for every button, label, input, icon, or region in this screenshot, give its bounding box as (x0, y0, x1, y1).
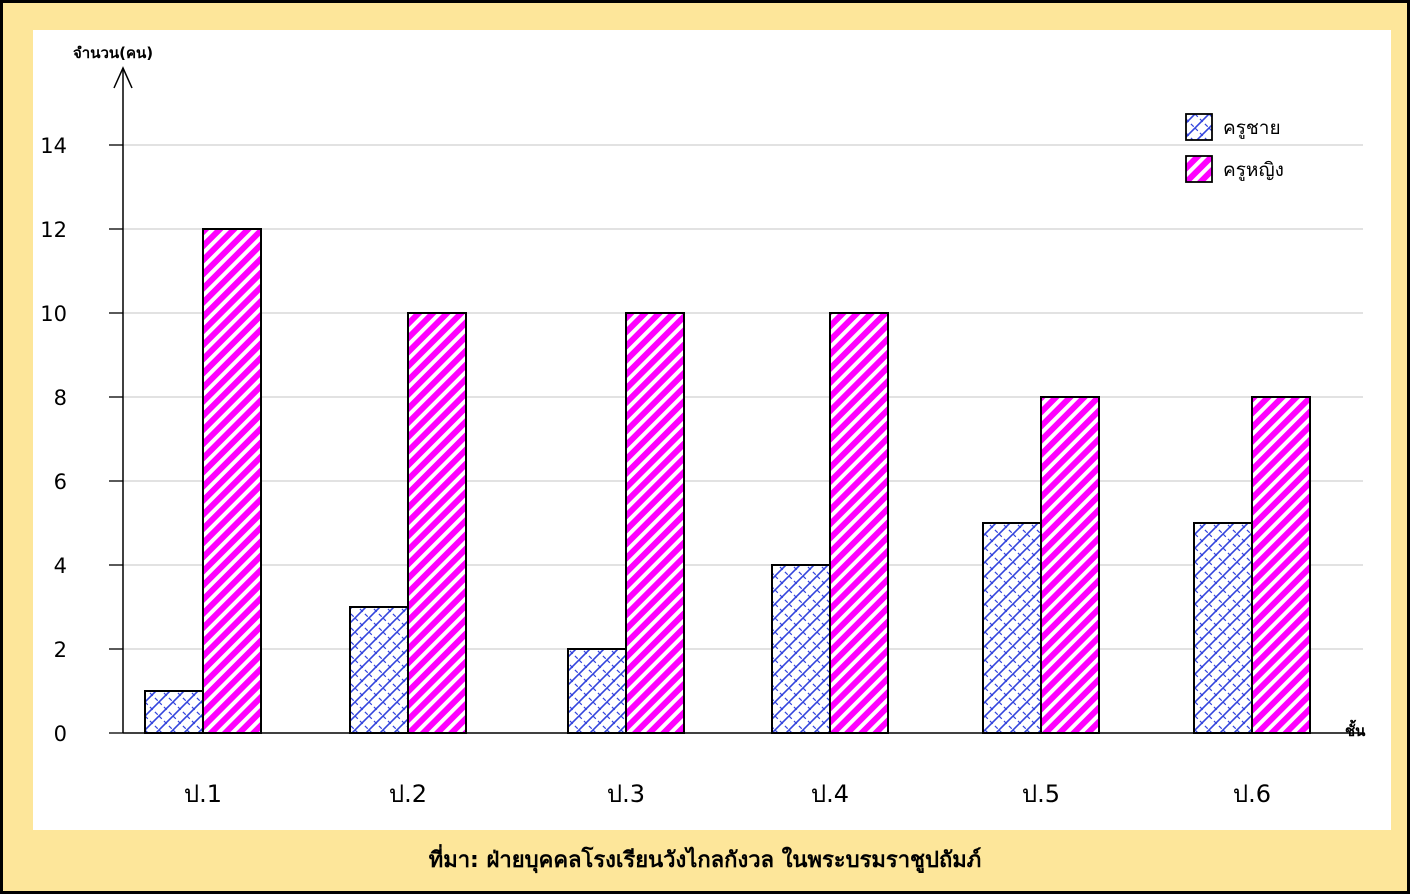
y-tick-label: 12 (40, 218, 67, 242)
bar-female (202, 228, 262, 734)
x-category-label: ป.6 (1233, 780, 1271, 808)
plot-panel: 0 2 4 6 8 10 12 14 จำนวน(คน) ชั้นป.1 ป.2 ป.3 ป.4 ป.5 ป… (33, 30, 1391, 830)
x-category-label: ป.1 (184, 780, 222, 808)
bar-male (144, 690, 204, 734)
x-category-label: ป.2 (389, 780, 427, 808)
y-tick-label: 8 (54, 386, 67, 410)
y-tick-label: 14 (40, 134, 67, 158)
x-category-label: ป.5 (1022, 780, 1060, 808)
bars (144, 228, 1311, 734)
y-tick-label: 2 (54, 638, 67, 662)
legend-label: ครูหญิง (1223, 159, 1284, 181)
y-tick-label: 4 (54, 554, 67, 578)
bar-female (407, 312, 467, 734)
bar-male (567, 648, 627, 734)
x-category-label: ป.3 (607, 780, 645, 808)
gridlines (123, 144, 1363, 650)
y-axis-arrow (113, 66, 133, 89)
legend-swatch (1185, 155, 1213, 183)
bar-male (1193, 522, 1253, 734)
y-tick-label: 10 (40, 302, 67, 326)
bar-chart: 0 2 4 6 8 10 12 14 จำนวน(คน) ชั้นป.1 ป.2 ป.3 ป.4 ป.5 ป… (40, 44, 1366, 808)
source-note: ที่มา: ฝ่ายบุคคลโรงเรียนวังไกลกังวล ในพร… (428, 848, 982, 873)
y-tick-label: 6 (54, 470, 67, 494)
x-category-label: ป.4 (811, 780, 849, 808)
legend-label: ครูชาย (1223, 117, 1281, 139)
bar-male (771, 564, 831, 734)
axis-labels: 0 2 4 6 8 10 12 14 จำนวน(คน) ชั้นป.1 ป.2 ป.3 ป.4 ป.5 ป… (40, 44, 1366, 808)
bar-male (349, 606, 409, 734)
y-axis-title: จำนวน(คน) (73, 44, 153, 62)
bar-male (982, 522, 1042, 734)
bar-female (625, 312, 685, 734)
legend-swatch (1185, 113, 1213, 141)
bar-female (1040, 396, 1100, 734)
y-tick-label: 0 (54, 722, 67, 746)
axes (109, 66, 1363, 734)
x-axis-title: ชั้น (1345, 719, 1366, 740)
bar-female (1251, 396, 1311, 734)
bar-female (829, 312, 889, 734)
